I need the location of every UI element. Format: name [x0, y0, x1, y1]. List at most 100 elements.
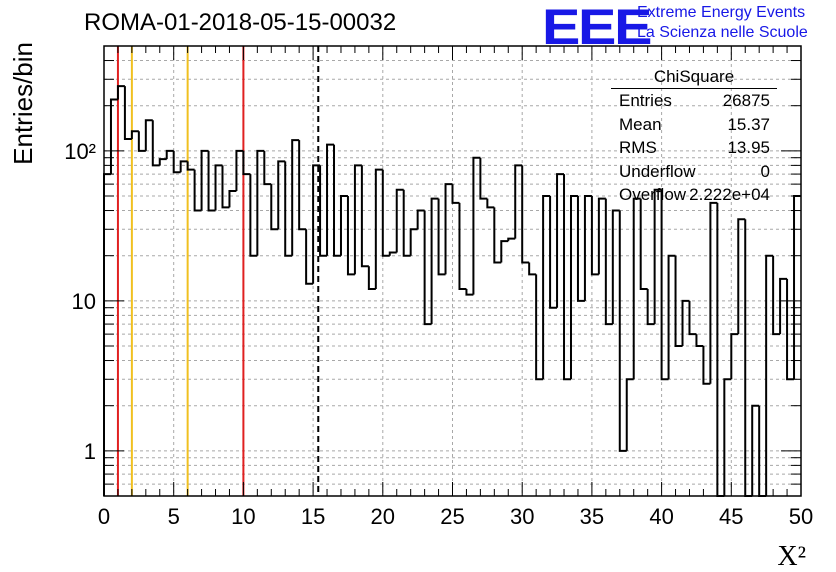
- histogram-bin: [535, 274, 544, 381]
- histogram-bin: [305, 229, 314, 285]
- histogram-bin: [723, 378, 732, 496]
- histogram-bin: [730, 333, 739, 380]
- histogram-bin: [521, 165, 530, 264]
- histogram-bin: [416, 209, 425, 230]
- histogram-bin: [144, 119, 153, 151]
- histogram-bin: [709, 201, 718, 384]
- x-tick-label: 25: [440, 504, 464, 529]
- histogram-bin: [793, 195, 801, 380]
- histogram-bin: [437, 198, 446, 276]
- histogram-bin: [367, 266, 376, 290]
- histogram-bin: [326, 143, 335, 256]
- stats-value: 15.37: [727, 114, 770, 134]
- histogram-bin: [563, 174, 571, 381]
- eee-logo: EEE: [542, 0, 652, 55]
- histogram-bin: [339, 195, 348, 256]
- histogram-bin: [744, 219, 753, 497]
- histogram-bin: [179, 160, 188, 173]
- histogram-bin: [493, 207, 502, 264]
- histogram-bin: [221, 165, 230, 209]
- reference-lines: [116, 46, 320, 496]
- histogram-bin: [319, 165, 328, 257]
- stats-label: Overflow: [619, 185, 687, 204]
- histogram-bin: [472, 156, 481, 295]
- histogram-bin: [486, 198, 495, 209]
- histogram-bin: [256, 149, 265, 256]
- x-axis-label: X²: [777, 541, 806, 572]
- histogram-bin: [374, 168, 383, 289]
- histogram-bin: [597, 197, 606, 275]
- histogram-bin: [514, 164, 523, 239]
- x-tick-labels: 0 5 10 15 20 25 30 35 40 45 50: [98, 504, 813, 529]
- histogram-bin: [765, 254, 774, 496]
- histogram-bin: [116, 85, 125, 100]
- histogram-bin: [542, 195, 551, 380]
- histogram-bin: [458, 202, 467, 290]
- histogram-bin: [333, 144, 341, 257]
- histogram-bin: [381, 169, 390, 257]
- histogram-bin: [151, 120, 160, 167]
- stats-row-entries: Entries 26875: [611, 89, 777, 113]
- stats-label: Underflow: [619, 161, 696, 181]
- histogram-bin: [388, 251, 397, 256]
- stats-label: RMS: [619, 138, 657, 157]
- histogram-bin: [409, 228, 418, 256]
- histogram-bin: [751, 404, 760, 496]
- stats-value: 13.95: [727, 138, 770, 157]
- y-tick-label: 1: [84, 439, 96, 464]
- histogram-bin: [284, 161, 293, 257]
- chart-title: ROMA-01-2018-05-15-00032: [84, 9, 397, 36]
- histogram-bin: [549, 196, 558, 309]
- histogram-bin: [569, 195, 578, 380]
- histogram-bin: [165, 149, 174, 160]
- histogram-bin: [444, 183, 453, 275]
- histogram-bin: [298, 140, 307, 231]
- histogram-bin: [353, 164, 362, 275]
- histogram-bin: [207, 150, 216, 212]
- x-tick-label: 30: [510, 504, 534, 529]
- stats-label: Entries: [619, 91, 672, 110]
- histogram-bin: [465, 288, 474, 296]
- y-tick-label: 10²: [64, 139, 96, 164]
- histogram-bin: [423, 210, 432, 326]
- histogram-bin: [130, 130, 139, 139]
- histogram-bin: [500, 240, 509, 263]
- histogram-bars: [103, 85, 801, 497]
- histogram-bin: [772, 255, 781, 336]
- histogram-bin: [123, 86, 132, 140]
- histogram-bin: [430, 197, 439, 325]
- y-tick-label: 10: [72, 289, 96, 314]
- histogram-bin: [590, 196, 599, 276]
- histogram-bin: [625, 378, 634, 451]
- histogram-bin: [193, 169, 202, 212]
- histogram-bin: [242, 150, 251, 176]
- stats-value: 0: [760, 161, 770, 181]
- histogram-bin: [528, 262, 537, 276]
- histogram-bin: [249, 174, 258, 257]
- histogram-bin: [702, 346, 711, 385]
- histogram-bin: [263, 150, 272, 186]
- stats-value: 26875: [722, 91, 770, 110]
- axis-ticks: [103, 45, 802, 497]
- histogram-bin: [402, 189, 411, 257]
- histogram-bin: [660, 189, 669, 381]
- histogram-bin: [360, 165, 369, 268]
- histogram-bin: [228, 189, 237, 208]
- histogram-bin: [158, 158, 167, 166]
- histogram-bin: [674, 255, 683, 347]
- histogram-bin: [200, 149, 209, 211]
- histogram-bin: [507, 237, 516, 242]
- y-tick-labels: 1 10 10²: [64, 139, 96, 464]
- histogram-bin: [395, 188, 404, 253]
- histogram-bin: [346, 196, 355, 276]
- histogram-bin: [653, 188, 662, 325]
- x-tick-label: 5: [168, 504, 180, 529]
- histogram-bin: [172, 150, 181, 174]
- histogram-bin: [214, 164, 223, 211]
- histogram-bin: [451, 184, 460, 204]
- histogram-bin: [786, 278, 795, 381]
- grid-lines: [104, 46, 801, 496]
- stats-label: Mean: [619, 114, 662, 134]
- histogram-bin: [716, 202, 725, 497]
